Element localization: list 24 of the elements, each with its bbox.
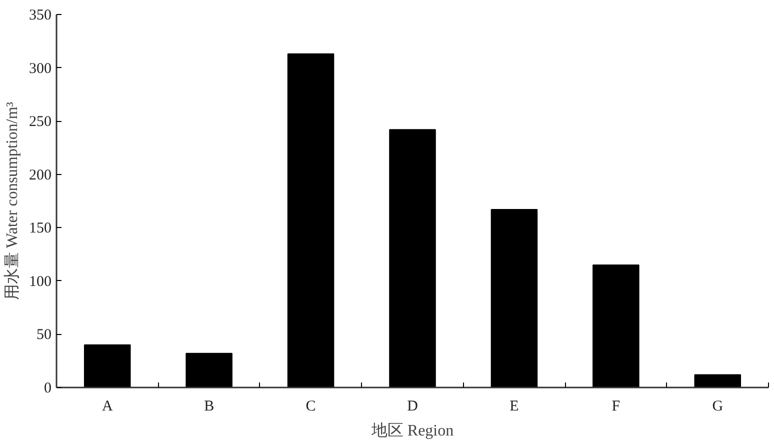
bar [490,209,538,388]
x-tick-label: G [712,398,724,414]
x-tick-label: B [204,398,214,414]
bar [592,264,640,388]
bar [389,129,436,388]
bar [186,352,232,388]
y-tick-label: 200 [29,167,52,184]
y-tick-label: 0 [44,380,52,396]
y-tick-label: 100 [29,274,52,290]
bar [287,53,334,388]
bar [694,374,742,388]
y-tick-label: 300 [29,60,52,77]
y-tick-label: 250 [29,114,52,130]
x-tick-label: D [407,398,418,414]
x-tick-label: A [102,398,113,414]
x-axis-title: 地区 Region [370,422,454,440]
x-tick-label: C [306,398,316,414]
y-tick-label: 350 [29,8,52,24]
y-tick-label: 50 [36,327,52,344]
x-tick-label: F [612,398,620,414]
y-axis-title: 用水量 Water consumption/m³ [3,102,21,300]
bar [84,344,131,388]
x-tick-label: E [510,398,519,414]
y-tick-label: 150 [29,220,52,237]
